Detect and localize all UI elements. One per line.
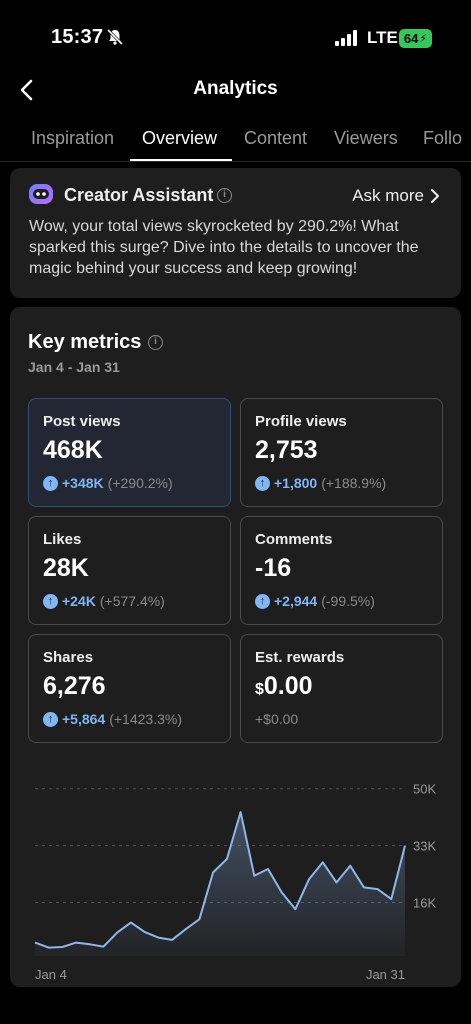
ask-more-link[interactable]: Ask more [352, 186, 440, 206]
tab-content[interactable]: Content [244, 128, 308, 148]
battery-indicator: 64 ⚡ [399, 29, 432, 48]
metric-change: ↑ +5,864 (+1423.3%) [43, 711, 182, 727]
key-metrics-title: Key metrics [28, 331, 142, 353]
tab-bar: Inspiration Overview Content Viewers Fol… [0, 124, 471, 162]
creator-assistant-card: Creator Assistant i Ask more Wow, your t… [10, 168, 461, 298]
assistant-message: Wow, your total views skyrocketed by 290… [29, 218, 419, 277]
metric-delta-percent: (-99.5%) [321, 593, 375, 609]
clock: 15:37 [51, 26, 104, 48]
metric-delta-percent: (+188.9%) [321, 475, 387, 491]
charging-bolt-icon: ⚡ [419, 33, 428, 45]
tab-viewers[interactable]: Viewers [334, 128, 398, 148]
nav-header: Analytics [0, 76, 471, 120]
metric-value: 6,276 [43, 672, 106, 700]
metric-delta: +2,944 [274, 593, 318, 609]
bell-mute-icon [106, 28, 124, 46]
metric-delta-percent: (+577.4%) [99, 593, 165, 609]
currency-symbol: $ [255, 681, 264, 698]
metric-label: Profile views [255, 413, 347, 430]
assistant-bot-icon [29, 184, 53, 204]
metric-change: ↑ +24K (+577.4%) [43, 593, 165, 609]
metric-tile-profile-views[interactable]: Profile views 2,753 ↑ +1,800 (+188.9%) [240, 398, 443, 507]
x-end-label: Jan 31 [366, 967, 405, 982]
arrow-up-icon: ↑ [43, 711, 58, 727]
metric-value-amount: 0.00 [263, 672, 313, 700]
x-start-label: Jan 4 [35, 967, 67, 982]
y-tick-label: 16K [413, 895, 436, 910]
metric-delta: +1,800 [274, 475, 318, 491]
metric-label: Shares [43, 649, 94, 666]
series-line [34, 811, 406, 949]
metric-delta: +5,864 [62, 711, 106, 727]
metric-tile-shares[interactable]: Shares 6,276 ↑ +5,864 (+1423.3%) [28, 634, 231, 743]
metric-change: ↑ +348K (+290.2%) [43, 475, 173, 491]
page-title: Analytics [193, 78, 278, 99]
metric-label: Comments [255, 531, 333, 548]
metric-value: $0.00 [255, 672, 313, 701]
tab-inspiration[interactable]: Inspiration [31, 128, 115, 148]
arrow-up-icon: ↑ [43, 593, 58, 609]
assistant-title: Creator Assistant [64, 185, 214, 205]
metric-change: ↑ +2,944 (-99.5%) [255, 593, 375, 609]
arrow-up-icon: ↑ [255, 475, 270, 491]
post-views-chart: 50K 33K 16K Jan 4 Jan 31 [34, 782, 436, 982]
active-tab-indicator [130, 159, 232, 161]
date-range: Jan 4 - Jan 31 [28, 359, 120, 375]
arrow-up-icon: ↑ [43, 475, 58, 491]
signal-icon [335, 30, 357, 46]
key-metrics-card: Key metrics i Jan 4 - Jan 31 Post views … [10, 307, 461, 987]
chevron-right-icon [431, 189, 439, 203]
metric-label: Likes [43, 531, 82, 548]
metric-change: +$0.00 [255, 711, 299, 727]
metric-value: 2,753 [255, 436, 318, 464]
tab-overview[interactable]: Overview [142, 128, 218, 148]
ask-more-label: Ask more [352, 186, 424, 205]
info-icon[interactable]: i [148, 335, 163, 350]
metric-tile-likes[interactable]: Likes 28K ↑ +24K (+577.4%) [28, 516, 231, 625]
y-tick-label: 33K [413, 839, 436, 854]
metric-label: Post views [43, 413, 121, 430]
metric-tile-est-rewards[interactable]: Est. rewards $0.00 +$0.00 [240, 634, 443, 743]
metric-change: ↑ +1,800 (+188.9%) [255, 475, 386, 491]
carrier-label: LTE [367, 28, 398, 47]
metric-delta-percent: (+290.2%) [107, 475, 173, 491]
metric-value: 28K [43, 554, 89, 582]
tab-followers[interactable]: Follo [423, 128, 463, 148]
metric-value: -16 [255, 554, 292, 582]
metric-tile-post-views[interactable]: Post views 468K ↑ +348K (+290.2%) [28, 398, 231, 507]
arrow-up-icon: ↑ [255, 593, 270, 609]
metric-delta: +348K [62, 475, 104, 491]
metric-delta: +24K [62, 593, 96, 609]
y-tick-label: 50K [413, 782, 436, 797]
metric-tile-comments[interactable]: Comments -16 ↑ +2,944 (-99.5%) [240, 516, 443, 625]
series-area [35, 812, 405, 956]
metric-value: 468K [43, 436, 103, 464]
battery-level: 64 [403, 31, 419, 46]
metric-delta-percent: (+1423.3%) [109, 711, 182, 727]
metric-label: Est. rewards [255, 649, 345, 666]
back-arrow-icon[interactable] [16, 78, 40, 102]
info-icon[interactable]: i [217, 188, 232, 203]
status-bar: 15:37 LTE 64 ⚡ [0, 0, 471, 76]
